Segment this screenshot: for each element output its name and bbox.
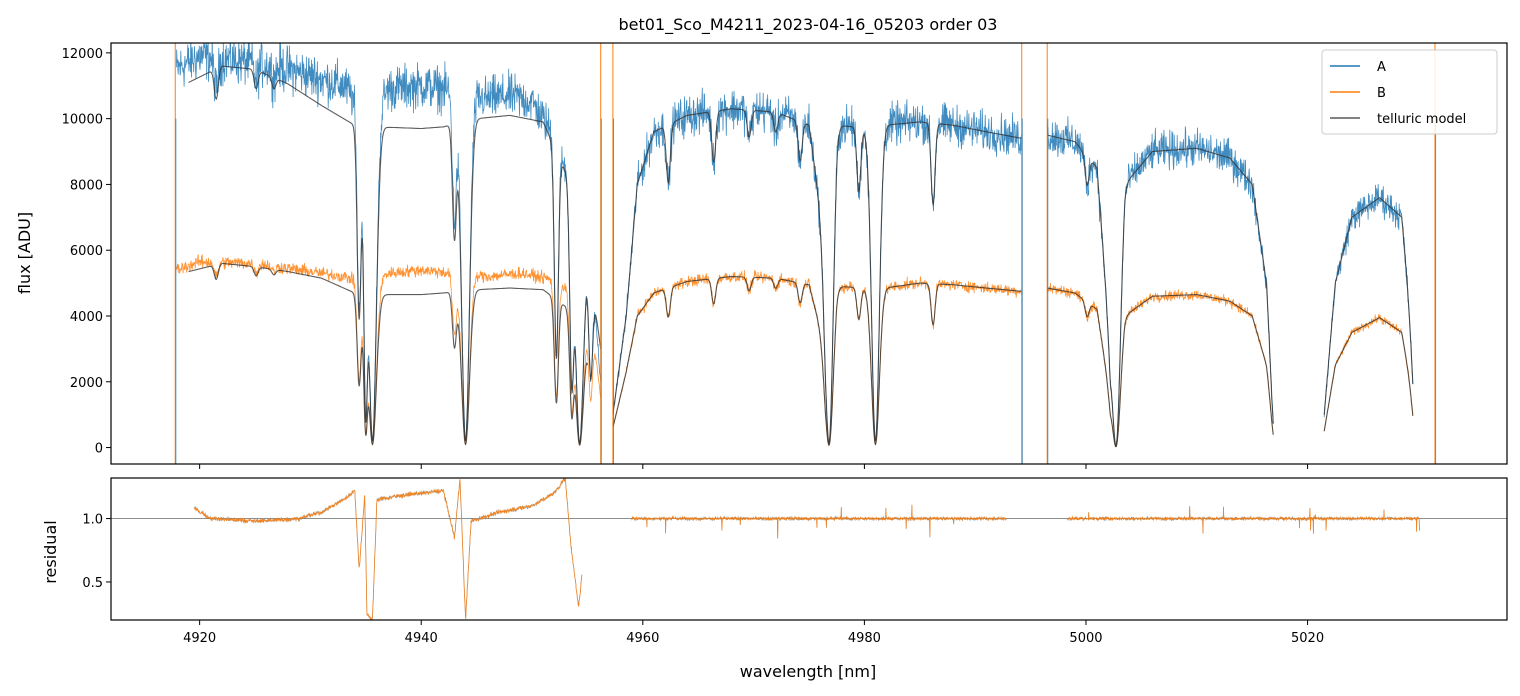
spectrum-axes-frame — [110, 42, 1508, 465]
residual-b-segment-0 — [193, 478, 583, 620]
x-tick-label: 4960 — [626, 631, 659, 646]
x-tick-label: 5000 — [1069, 631, 1102, 646]
spectrum-y-tick-label: 2000 — [70, 376, 103, 391]
legend-label-telluric: telluric model — [1377, 112, 1466, 127]
residual-b-segment-2 — [1066, 506, 1420, 534]
spectrum-y-ticks: 0 2000 4000 6000 8000 10000 12000 — [62, 47, 111, 457]
spectrum-y-tick-label: 0 — [95, 442, 103, 457]
legend-frame — [1321, 49, 1498, 135]
residual-y-axis-label: residual — [41, 520, 60, 583]
x-tick-label: 4940 — [405, 631, 438, 646]
spectrum-y-axis-label: flux [ADU] — [15, 212, 34, 294]
residual-b-segment-1 — [631, 504, 1007, 539]
spectrum-y-tick-label: 8000 — [70, 178, 103, 193]
x-tick-label: 5020 — [1291, 631, 1324, 646]
spectrum-x-ticks — [199, 464, 1309, 469]
residual-y-ticks: 0.5 1.0 — [82, 513, 111, 591]
spectrum-y-tick-label: 12000 — [62, 47, 103, 62]
spectrum-y-tick-label: 4000 — [70, 310, 103, 325]
chart-title: bet01_Sco_M4211_2023-04-16_05203 order 0… — [619, 15, 998, 35]
x-tick-label: 4920 — [183, 631, 216, 646]
residual-axes-frame — [110, 477, 1508, 621]
legend-label-b: B — [1377, 86, 1386, 101]
x-tick-label: 4980 — [848, 631, 881, 646]
residual-plot-area — [111, 478, 1507, 620]
telluric-model-a-line — [188, 65, 1414, 447]
telluric-model-b-line — [188, 262, 1414, 448]
x-axis-label: wavelength [nm] — [740, 662, 877, 681]
spectrum-y-tick-label: 10000 — [62, 113, 103, 128]
residual-x-ticks: 4920 4940 4960 4980 5000 5020 — [183, 620, 1324, 646]
residual-y-tick-label: 0.5 — [82, 576, 103, 591]
legend: A B telluric model — [1321, 49, 1498, 135]
legend-label-a: A — [1377, 60, 1386, 75]
residual-panel: 0.5 1.0 4920 4940 4960 4980 5000 5020 residual… — [41, 477, 1508, 681]
spectrum-y-tick-label: 6000 — [70, 244, 103, 259]
residual-y-tick-label: 1.0 — [82, 513, 103, 528]
